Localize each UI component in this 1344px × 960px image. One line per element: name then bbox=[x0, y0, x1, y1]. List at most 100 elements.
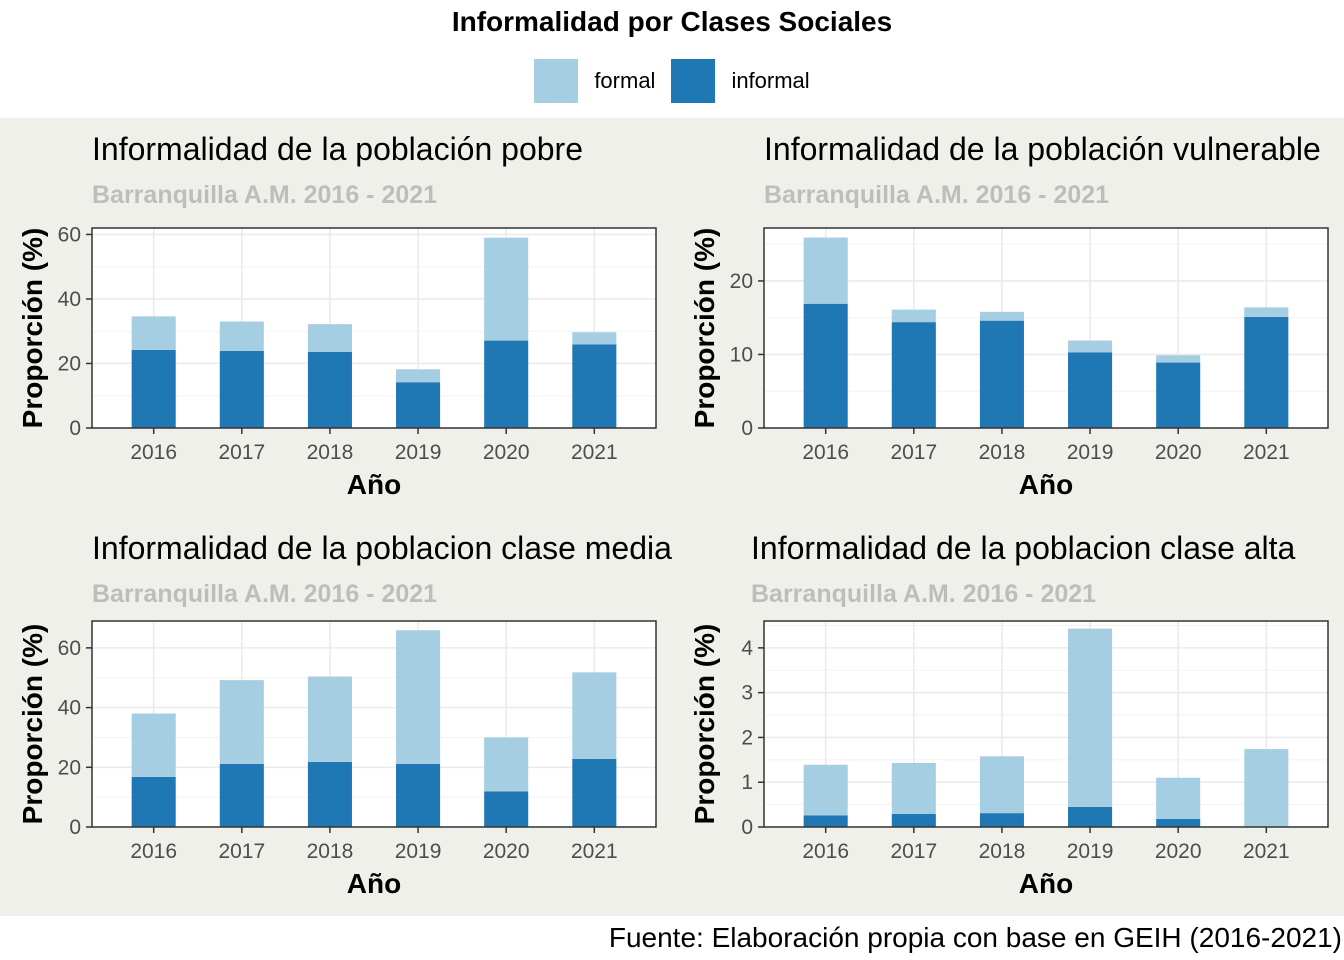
chart-title: Informalidad de la poblacion clase alta bbox=[751, 530, 1296, 566]
y-tick-label: 40 bbox=[58, 288, 81, 311]
chart-panel-1: Informalidad de la población pobre Barran… bbox=[17, 131, 657, 500]
caption: Fuente: Elaboración propia con base en G… bbox=[608, 922, 1342, 953]
x-tick-label: 2020 bbox=[483, 441, 530, 464]
bar-informal-2020 bbox=[484, 340, 529, 428]
x-tick-label: 2020 bbox=[1155, 840, 1202, 863]
chart-title: Informalidad de la poblacion clase media bbox=[92, 530, 672, 566]
y-axis-title: Proporción (%) bbox=[689, 228, 720, 429]
x-tick-label: 2019 bbox=[395, 840, 442, 863]
bar-formal-2017 bbox=[891, 762, 936, 815]
x-tick-label: 2017 bbox=[218, 441, 265, 464]
bar-informal-2018 bbox=[307, 351, 352, 428]
y-tick-label: 20 bbox=[58, 352, 81, 375]
bar-formal-2020 bbox=[484, 237, 529, 341]
y-tick-label: 1 bbox=[741, 771, 753, 794]
y-tick-label: 20 bbox=[58, 756, 81, 779]
x-tick-label: 2020 bbox=[483, 840, 530, 863]
legend-swatch-informal bbox=[671, 59, 716, 103]
legend-item-informal: informal bbox=[671, 59, 810, 103]
bar-formal-2019 bbox=[1068, 628, 1113, 807]
charts: Informalidad de la población pobre Barran… bbox=[17, 131, 1329, 899]
legend: formal informal bbox=[0, 58, 1344, 104]
x-axis-title: Año bbox=[1019, 469, 1073, 500]
bar-informal-2020 bbox=[1156, 818, 1201, 827]
bar-formal-2020 bbox=[1156, 777, 1201, 819]
bar-informal-2019 bbox=[396, 382, 441, 428]
plot-border bbox=[763, 620, 1329, 828]
y-axis-title: Proporción (%) bbox=[689, 624, 720, 825]
bar-formal-2018 bbox=[979, 311, 1024, 321]
bar-informal-2018 bbox=[979, 320, 1024, 428]
bar-formal-2021 bbox=[1244, 307, 1289, 317]
bar-informal-2019 bbox=[1068, 806, 1113, 827]
chart-subtitle: Barranquilla A.M. 2016 - 2021 bbox=[92, 580, 437, 608]
plot-background bbox=[764, 228, 1328, 428]
plot-background bbox=[92, 228, 656, 428]
chart-subtitle: Barranquilla A.M. 2016 - 2021 bbox=[92, 181, 437, 209]
bar-informal-2019 bbox=[396, 764, 441, 827]
x-axis-title: Año bbox=[1019, 868, 1073, 899]
bar-formal-2020 bbox=[484, 737, 529, 792]
bar-formal-2017 bbox=[219, 680, 264, 765]
bar-informal-2017 bbox=[219, 350, 264, 428]
bar-formal-2019 bbox=[396, 369, 441, 383]
x-tick-label: 2018 bbox=[979, 840, 1026, 863]
chart-title: Informalidad de la población pobre bbox=[92, 131, 583, 167]
y-axis-title: Proporción (%) bbox=[17, 624, 48, 825]
x-tick-label: 2021 bbox=[571, 441, 618, 464]
bar-formal-2016 bbox=[803, 237, 848, 304]
x-tick-label: 2017 bbox=[890, 840, 937, 863]
bar-formal-2017 bbox=[219, 321, 264, 351]
x-tick-label: 2019 bbox=[1067, 840, 1114, 863]
chart-panel-3: Informalidad de la poblacion clase media… bbox=[17, 530, 672, 899]
x-tick-label: 2019 bbox=[1067, 441, 1114, 464]
y-tick-label: 0 bbox=[69, 816, 81, 839]
y-tick-label: 4 bbox=[741, 637, 753, 660]
y-tick-label: 3 bbox=[741, 682, 753, 705]
bar-informal-2016 bbox=[803, 815, 848, 827]
x-axis-title: Año bbox=[347, 469, 401, 500]
x-tick-label: 2018 bbox=[307, 840, 354, 863]
x-tick-label: 2016 bbox=[802, 441, 849, 464]
x-axis-title: Año bbox=[347, 868, 401, 899]
plot-border bbox=[91, 620, 657, 828]
y-tick-label: 60 bbox=[58, 223, 81, 246]
x-tick-label: 2021 bbox=[1243, 840, 1290, 863]
bar-informal-2020 bbox=[484, 791, 529, 827]
bar-formal-2018 bbox=[307, 676, 352, 762]
bar-informal-2019 bbox=[1068, 352, 1113, 428]
main-title: Informalidad por Clases Sociales bbox=[451, 6, 893, 37]
bar-formal-2021 bbox=[1244, 749, 1289, 827]
x-tick-label: 2017 bbox=[890, 441, 937, 464]
x-tick-label: 2016 bbox=[130, 840, 177, 863]
chart-panel-4: Informalidad de la poblacion clase alta B… bbox=[689, 530, 1329, 899]
legend-label-formal: formal bbox=[594, 68, 656, 93]
y-tick-label: 60 bbox=[58, 637, 81, 660]
bar-informal-2020 bbox=[1156, 362, 1201, 428]
bar-informal-2021 bbox=[572, 344, 617, 428]
x-tick-label: 2020 bbox=[1155, 441, 1202, 464]
plot-background bbox=[764, 621, 1328, 827]
y-tick-label: 0 bbox=[69, 417, 81, 440]
x-tick-label: 2018 bbox=[979, 441, 1026, 464]
bar-formal-2016 bbox=[131, 713, 176, 777]
chart-subtitle: Barranquilla A.M. 2016 - 2021 bbox=[751, 580, 1096, 608]
bar-formal-2018 bbox=[979, 756, 1024, 814]
y-tick-label: 0 bbox=[741, 816, 753, 839]
bar-informal-2016 bbox=[803, 303, 848, 428]
y-axis-title: Proporción (%) bbox=[17, 228, 48, 429]
x-tick-label: 2017 bbox=[218, 840, 265, 863]
bar-informal-2021 bbox=[572, 758, 617, 827]
x-tick-label: 2018 bbox=[307, 441, 354, 464]
bar-formal-2021 bbox=[572, 332, 617, 345]
chart-panel-2: Informalidad de la población vulnerable B… bbox=[689, 131, 1329, 500]
legend-swatch-formal bbox=[534, 59, 579, 103]
x-tick-label: 2021 bbox=[1243, 441, 1290, 464]
x-tick-label: 2016 bbox=[802, 840, 849, 863]
bar-informal-2018 bbox=[979, 813, 1024, 827]
bar-informal-2018 bbox=[307, 761, 352, 827]
x-tick-label: 2019 bbox=[395, 441, 442, 464]
plot-border bbox=[91, 227, 657, 429]
bar-informal-2017 bbox=[891, 814, 936, 827]
panel-area: Informalidad de la población pobre Barran… bbox=[0, 118, 1344, 916]
